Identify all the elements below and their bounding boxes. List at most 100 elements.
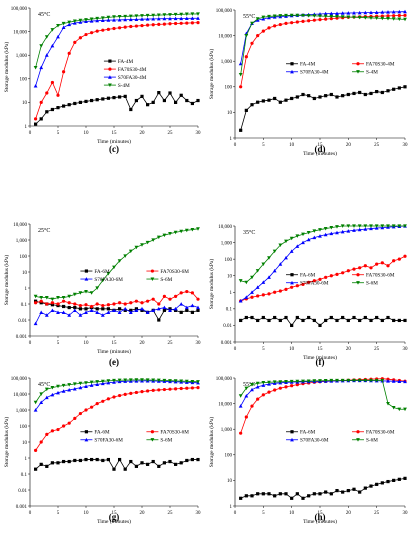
chart-panel-e: 0 5 10 15 20 25 30 0.001 0.01 0.1 1 10 100 1,000 10,00…: [3, 223, 201, 367]
data-point: [100, 381, 105, 386]
data-point: [84, 457, 88, 462]
data-point: [90, 98, 94, 103]
data-point: [33, 321, 38, 326]
panel-caption: (e): [109, 357, 119, 367]
data-point: [61, 25, 66, 30]
data-point: [117, 259, 122, 263]
data-point: [179, 16, 184, 21]
x-tick-label: 5: [57, 341, 60, 346]
data-point: [67, 301, 71, 305]
data-point: [386, 315, 390, 320]
data-point: [33, 65, 38, 70]
data-point: [335, 225, 339, 229]
legend-label: FA-4M: [300, 62, 316, 68]
data-point: [117, 378, 122, 383]
data-point: [244, 55, 248, 59]
data-point: [386, 264, 390, 268]
x-tick-label: 30: [403, 347, 409, 352]
temperature-label: 25°C: [38, 227, 50, 234]
data-point: [145, 378, 150, 382]
data-point: [112, 265, 116, 270]
data-point: [307, 94, 311, 98]
x-tick-label: 10: [84, 341, 90, 346]
data-point: [267, 98, 271, 102]
data-point: [301, 13, 305, 18]
data-point: [179, 302, 184, 306]
data-point: [250, 290, 254, 294]
legend-label: S-6M: [366, 438, 378, 444]
legend-item: S70FA30-6M: [80, 438, 123, 444]
data-point: [261, 280, 266, 284]
data-point: [117, 310, 122, 314]
y-tick-label: 10,000: [218, 225, 232, 230]
data-point: [73, 40, 77, 44]
data-point: [196, 297, 200, 301]
data-point: [45, 91, 49, 95]
data-point: [290, 285, 294, 289]
data-point: [374, 16, 379, 21]
data-point: [307, 280, 311, 284]
data-point: [397, 379, 402, 383]
data-point: [386, 402, 390, 406]
data-point: [89, 17, 94, 21]
data-point: [239, 318, 243, 323]
x-tick-label: 0: [234, 143, 237, 148]
y-tick-label: 100: [20, 78, 28, 83]
y-tick-label: 1,000: [221, 60, 233, 65]
data-point: [34, 117, 38, 121]
data-point: [196, 98, 200, 103]
legend-item: FA70S30-4M: [103, 67, 147, 73]
data-point: [44, 53, 49, 57]
data-point: [324, 275, 328, 279]
data-point: [357, 15, 362, 20]
y-axis-title: Storage modulus (kPa): [208, 49, 215, 100]
data-point: [179, 310, 183, 314]
data-point: [267, 380, 271, 385]
data-point: [358, 90, 362, 95]
data-point: [145, 17, 150, 21]
data-point: [307, 19, 311, 23]
series-line: [240, 380, 406, 407]
data-point: [244, 315, 248, 320]
data-point: [157, 22, 161, 26]
data-point: [123, 306, 128, 311]
data-point: [267, 275, 271, 279]
data-point: [78, 36, 82, 40]
data-point: [267, 318, 271, 323]
data-point: [106, 27, 110, 31]
data-point: [62, 70, 66, 74]
data-point: [256, 294, 260, 298]
legend-item: S70FA30-6M: [286, 281, 329, 287]
legend-label: S-6M: [160, 438, 172, 444]
data-point: [50, 301, 55, 305]
data-point: [84, 303, 88, 307]
data-point: [128, 378, 133, 382]
data-point: [78, 291, 83, 295]
data-point: [78, 411, 82, 416]
data-point: [358, 490, 362, 494]
data-point: [162, 13, 167, 17]
data-point: [123, 25, 127, 29]
x-tick-label: 25: [374, 143, 380, 148]
data-point: [312, 96, 316, 101]
data-point: [278, 14, 283, 18]
data-point: [341, 271, 345, 275]
data-point: [278, 318, 282, 323]
data-point: [101, 399, 105, 403]
data-point: [179, 386, 183, 391]
data-point: [250, 383, 254, 387]
data-point: [62, 104, 66, 108]
data-point: [335, 272, 339, 277]
data-point: [45, 302, 49, 306]
legend-marker: [356, 70, 360, 74]
y-tick-label: 0.1: [21, 473, 28, 478]
temperature-label: 45°C: [38, 11, 50, 18]
series-line: [240, 86, 406, 131]
data-point: [340, 11, 345, 15]
data-point: [185, 308, 189, 312]
legend-item: FA70S30-6M: [352, 273, 395, 279]
data-point: [284, 21, 288, 25]
data-point: [39, 400, 44, 404]
data-point: [239, 431, 243, 435]
x-tick-label: 20: [346, 347, 352, 352]
